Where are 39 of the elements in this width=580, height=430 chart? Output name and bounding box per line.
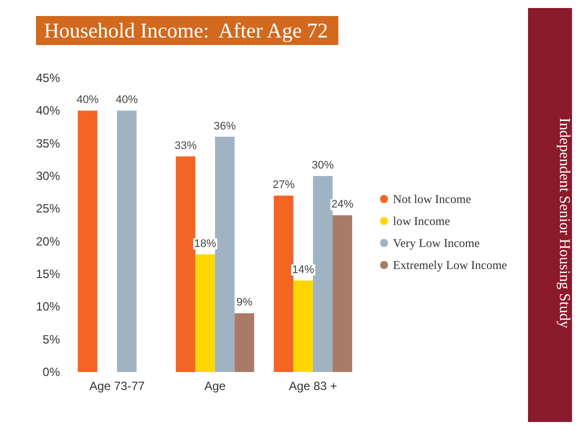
data-label: 24% (331, 198, 354, 211)
text: Independent Senior Housing Study (556, 118, 572, 329)
y-tick-label: 10% (36, 300, 60, 314)
bar (195, 254, 215, 372)
y-tick-label: 30% (36, 169, 60, 183)
y-tick-label: 20% (36, 234, 60, 248)
y-tick-label: 35% (36, 136, 60, 150)
bar (274, 196, 294, 372)
bar (313, 176, 333, 372)
x-tick-label: Age 73-77 (89, 379, 146, 393)
legend-label: Very Low Income (393, 236, 480, 250)
data-label: 27% (272, 179, 295, 192)
bar (78, 110, 98, 372)
y-tick-label: 40% (36, 104, 60, 118)
bar (234, 313, 254, 372)
data-label: 18% (194, 238, 216, 250)
bar (117, 110, 137, 372)
y-tick-label: 0% (42, 365, 60, 379)
data-label: 40% (116, 94, 138, 106)
data-label: 33% (174, 140, 197, 152)
chart-title: Household Income: After Age 72 (44, 18, 328, 42)
y-tick-label: 45% (36, 71, 60, 85)
legend-label: low Income (393, 214, 450, 228)
x-tick-label: Age (204, 379, 226, 393)
bar (293, 280, 313, 372)
bar (176, 156, 196, 372)
bar (215, 136, 235, 372)
y-tick-label: 25% (36, 202, 60, 216)
data-label: 9% (236, 296, 253, 309)
data-label: 40% (76, 94, 99, 106)
data-label: 30% (312, 160, 334, 172)
legend-label: Extremely Low Income (393, 258, 508, 272)
data-label: 14% (292, 264, 314, 276)
y-tick-label: 5% (42, 332, 60, 346)
x-tick-label: Age 83 + (288, 379, 338, 393)
bar (332, 215, 352, 372)
data-label: 36% (214, 120, 236, 132)
legend-label: Not low Income (393, 192, 472, 206)
y-tick-label: 15% (36, 267, 60, 281)
